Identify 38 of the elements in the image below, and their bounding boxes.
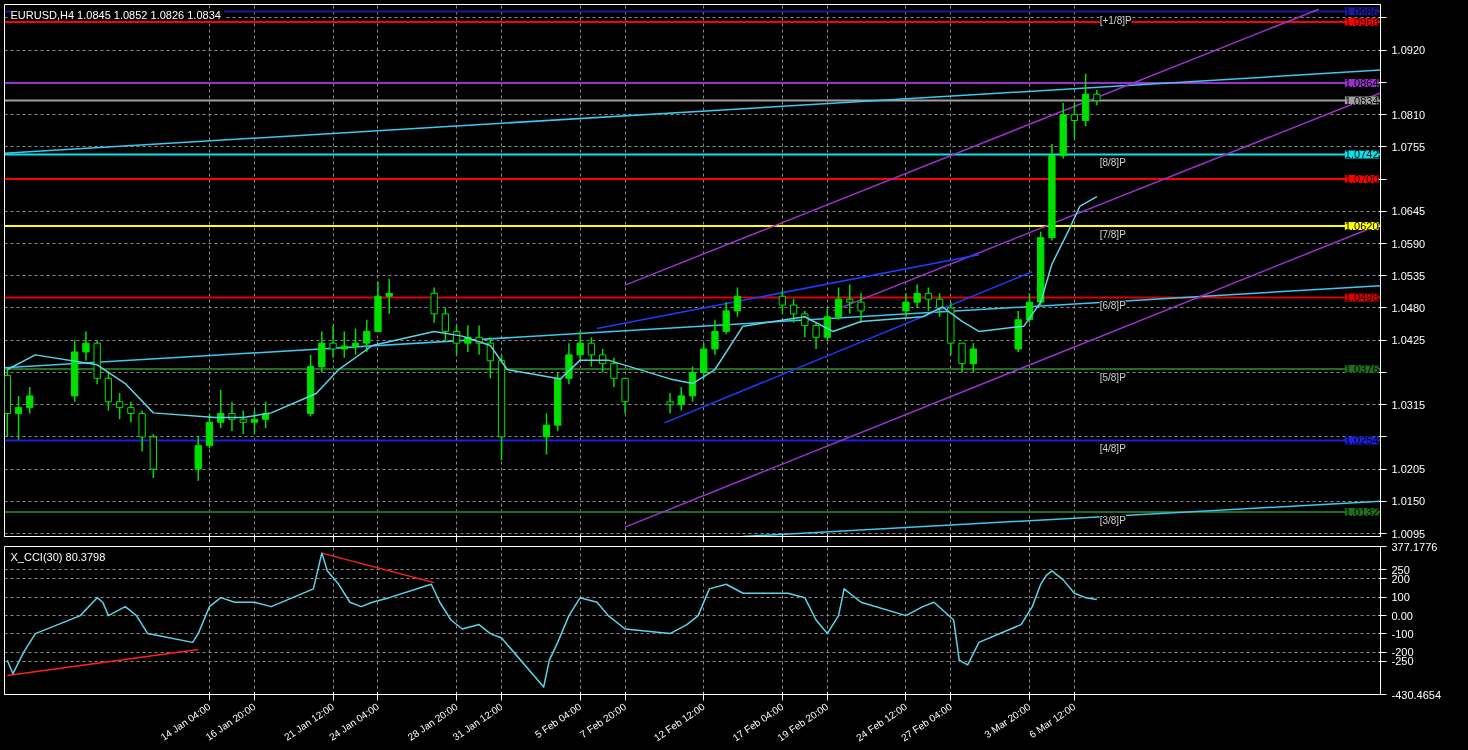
ref-line-label: 1.0742 [1344, 148, 1379, 161]
y-tick-label: 1.0535 [1391, 269, 1426, 282]
ref-line-label: 1.0498 [1344, 291, 1379, 304]
annotation: [3/8]P [1099, 514, 1127, 526]
y-tick-label: 1.0590 [1391, 237, 1426, 250]
y-tick-label: 1.0810 [1391, 108, 1426, 121]
ref-line-label: 1.0700 [1344, 173, 1379, 186]
chart-title: EURUSD,H4 1.0845 1.0852 1.0826 1.0834 [10, 8, 221, 21]
ref-line-label: 1.0834 [1344, 94, 1379, 107]
y-tick-label: 1.0920 [1391, 44, 1426, 57]
y-tick-label: 250 [1391, 563, 1410, 576]
y-tick-label: 1.0095 [1391, 527, 1426, 540]
ref-line-label: 1.0254 [1344, 434, 1379, 447]
ref-line-label: 1.0132 [1344, 505, 1379, 518]
y-tick-label: 1.0205 [1391, 463, 1426, 476]
annotation: [5/8]P [1099, 371, 1127, 383]
annotation: [7/8]P [1099, 228, 1127, 240]
y-tick-label: 1.0315 [1391, 398, 1426, 411]
y-tick-label: 100 [1391, 591, 1410, 604]
y-tick-label: 1.0150 [1391, 495, 1426, 508]
annotation: [+1/8]P [1099, 14, 1132, 26]
y-tick-label: 0.00 [1391, 609, 1413, 622]
y-tick-label: -430.4654 [1391, 688, 1442, 701]
annotation: [8/8]P [1099, 157, 1127, 169]
ref-line-label: 1.0864 [1344, 77, 1379, 90]
chart-title: X_CCI(30) 80.3798 [10, 550, 106, 563]
y-tick-label: 1.0755 [1391, 140, 1426, 153]
y-tick-label: -100 [1391, 627, 1414, 640]
annotation: [6/8]P [1099, 300, 1127, 312]
y-tick-label: 1.0425 [1391, 334, 1426, 347]
ref-line-label: 1.0986 [1344, 5, 1379, 18]
ref-line-label: 1.0968 [1344, 16, 1379, 29]
ref-line-label: 1.0620 [1344, 219, 1379, 232]
y-tick-label: 1.0645 [1391, 205, 1426, 218]
y-tick-label: 377.1776 [1391, 540, 1438, 553]
ref-line-label: 1.0376 [1344, 362, 1379, 375]
y-tick-label: 1.0480 [1391, 302, 1426, 314]
annotation: [4/8]P [1099, 443, 1127, 455]
